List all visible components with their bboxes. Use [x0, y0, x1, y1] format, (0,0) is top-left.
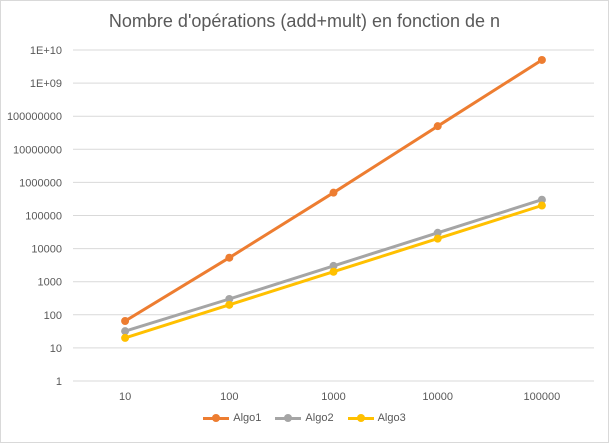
y-tick-label: 1000000	[19, 177, 62, 189]
y-tick-label: 100000000	[7, 111, 62, 123]
data-point-algo1	[121, 316, 130, 325]
y-tick-label: 1	[56, 376, 62, 388]
x-tick-label: 100	[220, 391, 238, 403]
data-point-algo1	[225, 253, 234, 262]
x-tick-label: 10000	[422, 391, 453, 403]
data-point-algo3	[329, 267, 338, 276]
legend-swatch	[275, 413, 302, 423]
legend-label: Algo2	[305, 412, 334, 424]
x-tick-label: 10	[119, 391, 131, 403]
data-point-algo2	[433, 228, 442, 237]
legend-item-algo1: Algo1	[203, 412, 261, 424]
data-point-algo3	[121, 333, 130, 342]
data-point-algo1	[329, 188, 338, 197]
data-point-algo2	[537, 195, 546, 204]
data-point-algo3	[225, 300, 234, 309]
y-tick-label: 1E+09	[30, 78, 62, 90]
y-tick-label: 10000	[31, 244, 62, 256]
data-point-algo2	[225, 295, 234, 304]
data-point-algo1	[433, 122, 442, 131]
legend-swatch	[347, 413, 374, 423]
data-point-algo2	[121, 327, 130, 336]
y-tick-label: 100	[44, 310, 62, 322]
y-tick-label: 1E+10	[30, 45, 62, 57]
data-point-algo3	[433, 234, 442, 243]
y-tick-label: 10000000	[13, 144, 62, 156]
y-tick-label: 10	[50, 343, 62, 355]
chart-title: Nombre d'opérations (add+mult) en foncti…	[108, 11, 501, 31]
legend-label: Algo1	[233, 412, 262, 424]
data-point-algo3	[537, 201, 546, 210]
y-tick-label: 1000	[38, 277, 62, 289]
y-tick-label: 100000	[25, 211, 62, 223]
legend: Algo1 Algo2 Algo3	[0, 412, 609, 424]
legend-item-algo2: Algo2	[275, 412, 334, 424]
x-tick-label: 100000	[524, 391, 561, 403]
x-tick-label: 1000	[321, 391, 345, 403]
legend-label: Algo3	[377, 412, 406, 424]
data-point-algo1	[537, 55, 546, 64]
data-point-algo2	[329, 261, 338, 270]
legend-swatch	[203, 413, 230, 423]
legend-item-algo3: Algo3	[347, 412, 406, 424]
